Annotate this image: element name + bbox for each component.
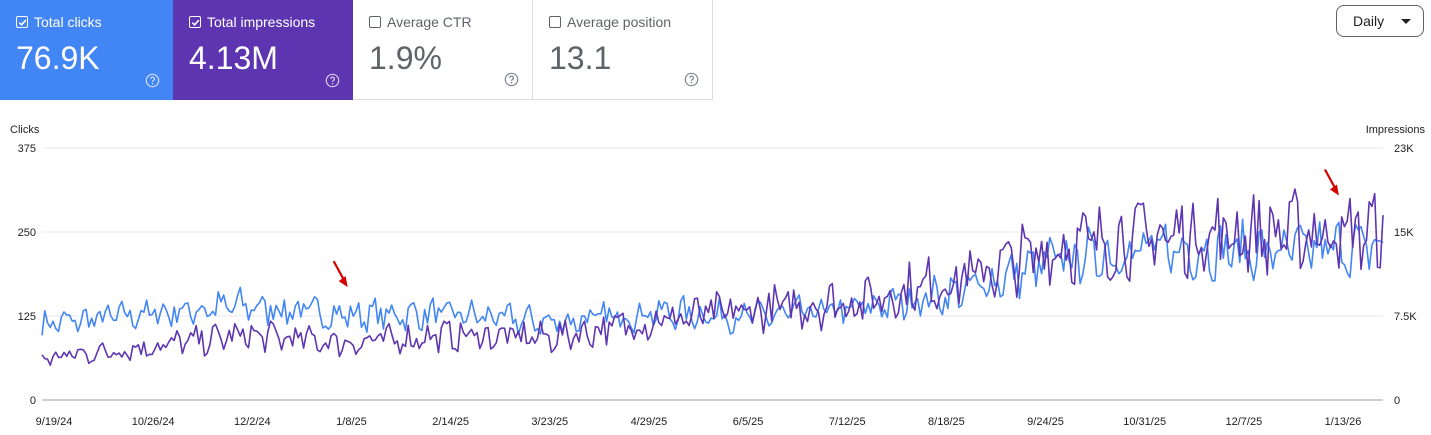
annotation-arrow-head — [338, 276, 348, 288]
checkbox-unchecked-icon[interactable] — [549, 16, 561, 28]
help-icon[interactable] — [684, 72, 699, 87]
left-axis-tick-label: 250 — [18, 227, 36, 239]
checkbox-checked-icon[interactable] — [16, 16, 28, 28]
x-axis-tick-label: 3/23/25 — [531, 416, 568, 428]
average-ctr-value: 1.9% — [369, 40, 442, 76]
annotation-arrow-head — [1329, 184, 1339, 196]
average-position-card[interactable]: Average position 13.1 — [533, 0, 713, 100]
period-dropdown-label: Daily — [1353, 13, 1385, 29]
checkbox-unchecked-icon[interactable] — [369, 16, 381, 28]
x-axis-tick-label: 1/8/25 — [336, 416, 367, 428]
checkbox-checked-icon[interactable] — [189, 16, 201, 28]
x-axis-tick-label: 10/26/24 — [132, 416, 175, 428]
help-icon[interactable] — [325, 73, 340, 88]
total-clicks-label: Total clicks — [34, 14, 102, 30]
right-axis-title: Impressions — [1365, 124, 1425, 136]
right-axis-tick-label: 23K — [1394, 143, 1414, 155]
total-impressions-card[interactable]: Total impressions 4.13M — [173, 0, 353, 100]
total-clicks-label-row: Total clicks — [16, 14, 102, 30]
left-axis-tick-label: 125 — [18, 311, 36, 323]
total-impressions-value: 4.13M — [189, 40, 278, 76]
left-axis-tick-label: 0 — [30, 395, 36, 407]
help-icon[interactable] — [145, 73, 160, 88]
total-clicks-card[interactable]: Total clicks 76.9K — [0, 0, 173, 100]
x-axis-tick-label: 4/29/25 — [631, 416, 668, 428]
help-icon[interactable] — [504, 72, 519, 87]
x-axis-tick-label: 6/5/25 — [733, 416, 764, 428]
right-axis-tick-label: 7.5K — [1394, 311, 1417, 323]
total-impressions-label: Total impressions — [207, 14, 316, 30]
x-axis-tick-label: 12/7/25 — [1225, 416, 1262, 428]
total-impressions-label-row: Total impressions — [189, 14, 315, 30]
impressions-series-line — [41, 188, 1384, 366]
x-axis-tick-label: 12/2/24 — [234, 416, 271, 428]
x-axis-tick-label: 9/19/24 — [36, 416, 73, 428]
period-dropdown[interactable]: Daily — [1336, 5, 1424, 37]
clicks-series-line — [41, 218, 1384, 336]
average-position-value: 13.1 — [549, 40, 612, 76]
average-ctr-label-row: Average CTR — [369, 14, 472, 30]
average-position-label-row: Average position — [549, 14, 671, 30]
total-clicks-value: 76.9K — [16, 40, 100, 76]
left-axis-tick-label: 375 — [18, 143, 36, 155]
metric-cards: Total clicks 76.9K Total impressions 4.1… — [0, 0, 713, 100]
average-position-label: Average position — [567, 14, 672, 30]
x-axis-tick-label: 9/24/25 — [1027, 416, 1064, 428]
x-axis-tick-label: 2/14/25 — [432, 416, 469, 428]
x-axis-tick-label: 7/12/25 — [829, 416, 866, 428]
x-axis-tick-label: 1/13/26 — [1325, 416, 1362, 428]
x-axis-tick-label: 10/31/25 — [1123, 416, 1166, 428]
average-ctr-card[interactable]: Average CTR 1.9% — [353, 0, 533, 100]
average-ctr-label: Average CTR — [387, 14, 472, 30]
right-axis-tick-label: 15K — [1394, 227, 1414, 239]
x-axis-tick-label: 8/18/25 — [928, 416, 965, 428]
left-axis-title: Clicks — [10, 124, 40, 136]
caret-down-icon — [1401, 19, 1411, 24]
right-axis-tick-label: 0 — [1394, 395, 1400, 407]
